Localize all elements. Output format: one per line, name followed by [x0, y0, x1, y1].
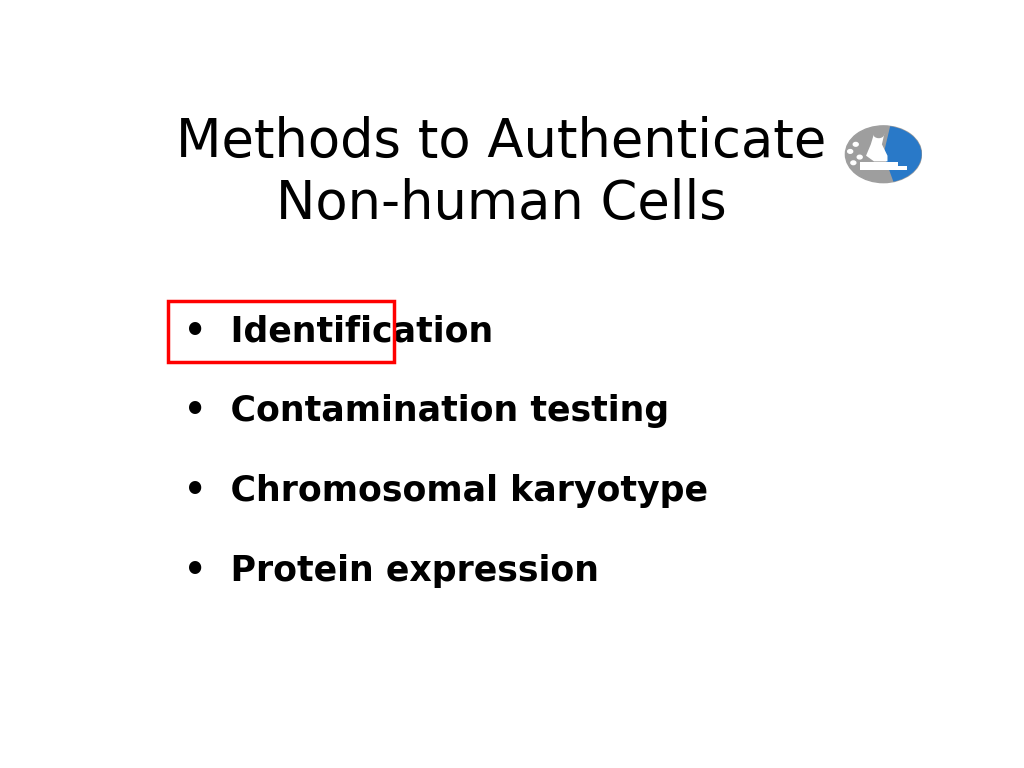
Circle shape [846, 126, 922, 183]
Text: •  Identification: • Identification [183, 315, 493, 349]
Circle shape [873, 130, 884, 137]
Text: •  Protein expression: • Protein expression [183, 554, 599, 588]
Text: •  Chromosomal karyotype: • Chromosomal karyotype [183, 475, 708, 508]
Circle shape [857, 155, 862, 159]
Text: Methods to Authenticate
Non-human Cells: Methods to Authenticate Non-human Cells [176, 116, 826, 230]
Text: •  Contamination testing: • Contamination testing [183, 395, 669, 429]
Circle shape [848, 150, 853, 154]
Bar [168, 301, 394, 362]
Circle shape [851, 161, 856, 164]
Wedge shape [884, 126, 922, 182]
Circle shape [853, 143, 858, 146]
Polygon shape [866, 134, 888, 161]
Polygon shape [860, 162, 907, 170]
